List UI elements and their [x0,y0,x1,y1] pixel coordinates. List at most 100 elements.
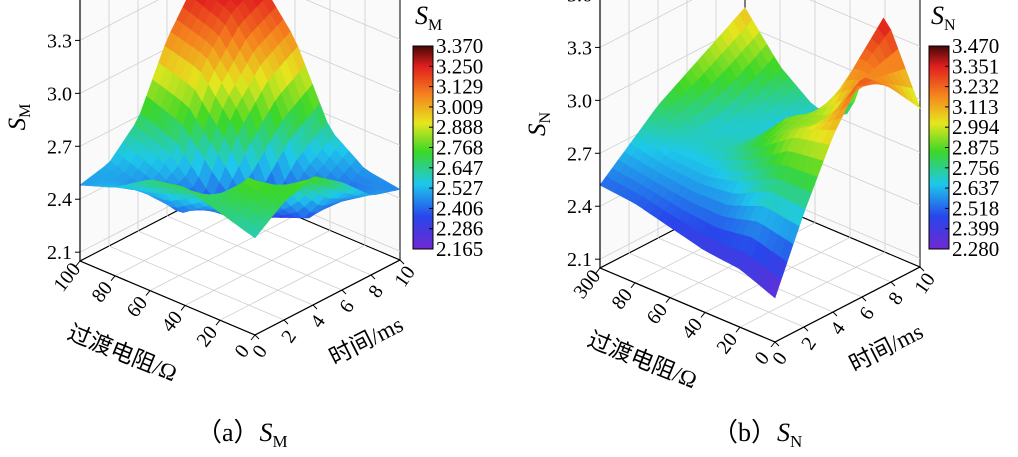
caption-b-symbol: S [777,418,791,447]
caption-a: （a）SM [196,412,288,452]
sn-colorbar: 3.4703.3513.2323.1132.9942.8752.7562.637… [928,1,1000,261]
sn-x-axis [599,267,776,343]
sm-colorbar-tick-label: 2.527 [436,176,483,200]
sm-x-tick [180,305,186,311]
sm-colorbar-title-subscript: M [428,17,442,34]
sn-z-tick-label: 3.0 [567,90,592,112]
sn-y-tick-label: 6 [855,303,879,324]
sn-surface [599,7,921,299]
sn-z-tick-label: 3.6 [567,0,592,6]
sm-z-tick-label: 2.4 [47,189,72,211]
caption-a-label: （a） [196,418,260,447]
sm-y-tick [312,304,318,310]
sm-x-tick [110,275,116,282]
sn-z-tick-label: 3.3 [567,37,592,59]
sm-axis-lines [79,0,401,336]
sn-colorbar-title-subscript: N [944,17,956,34]
sm-surface-patch [247,224,262,239]
sm-x-tick-label: 40 [157,307,187,336]
sm-colorbar-tick-label: 3.009 [436,95,483,119]
caption-a-symbol: S [259,418,273,447]
caption-b: （b）SN [712,412,802,452]
sm-y-tick-label: 4 [306,311,330,332]
sm-z-tick-label: 2.7 [47,136,72,158]
sm-x-axis-title: 过渡电阻/Ω [64,320,180,386]
sm-y-tick [399,259,405,265]
sm-surface [79,0,401,239]
sm-z-axis-subscript: M [17,104,34,118]
sm-z-tick-label: 3.0 [47,83,72,105]
surface-plot-sn: 02040608030002468102.12.42.73.03.33.6过渡电… [524,0,1000,393]
sn-z-tick-label: 2.7 [567,143,592,165]
sn-colorbar-tick-label: 2.756 [952,156,999,180]
sn-z-axis-subscript: N [537,112,554,124]
sn-colorbar-tick-label: 3.232 [952,75,999,99]
sn-z-tick-label: 2.4 [567,196,592,218]
sn-y-tick-label: 4 [826,318,850,339]
sn-grid-x-floor [739,251,886,328]
sn-surface-patch [767,274,782,299]
sn-z-axis-symbol: S [524,123,551,136]
sn-y-axis-title: 时间/ms [845,319,927,377]
sm-x-tick-label: 20 [192,322,222,351]
sn-x-tick-label: 80 [607,284,637,313]
sn-axis-lines [599,0,921,343]
caption-b-label: （b） [712,418,778,447]
sn-colorbar-tick-label: 2.637 [952,176,999,200]
sm-z-tick-label: 3.3 [47,30,72,52]
sm-colorbar-tick-label: 2.165 [436,237,483,261]
sm-grid-y-floor [108,245,285,321]
sm-y-tick-label: 10 [390,262,419,291]
sn-y-tick [890,281,896,287]
sn-y-axis [774,266,921,343]
sn-colorbar-tick-label: 2.994 [952,115,1000,139]
sm-y-tick [254,334,260,340]
sm-colorbar-title-symbol: S [415,1,428,30]
caption-a-subscript: M [272,432,288,452]
sm-colorbar-tick-label: 2.888 [436,115,483,139]
sn-y-tick [861,296,867,302]
sn-colorbar-tick-label: 2.280 [952,237,999,261]
sm-x-tick [145,290,151,296]
sn-y-tick-label: 2 [797,333,821,354]
sm-y-tick-label: 8 [364,281,388,302]
sm-x-tick [215,319,221,326]
sn-x-tick-label: 60 [642,299,672,328]
sm-y-tick [341,289,347,295]
sm-x-tick [250,334,256,341]
sn-y-tick [832,311,838,317]
sn-x-tick [735,326,741,333]
sn-x-tick [770,341,776,348]
sn-y-tick-label: 8 [884,288,908,309]
sm-grid-y-floor [137,230,314,306]
sn-y-tick [803,326,809,332]
sm-grid-x-floor [149,215,296,291]
sn-x-tick [665,297,671,303]
sm-x-tick-label: 60 [122,292,152,321]
sm-colorbar-tick-label: 3.370 [436,34,483,58]
sn-x-tick-label: 300 [569,266,605,303]
sm-colorbar-tick-label: 2.647 [436,156,483,180]
sn-z-axis-title: SN [524,112,554,137]
sn-x-tick [630,282,636,289]
sn-x-tick [595,267,601,274]
sm-colorbar: 3.3703.2503.1293.0092.8882.7682.6472.527… [412,1,483,261]
sn-colorbar-tick-label: 3.351 [952,54,999,78]
sn-grid-y-floor [657,237,834,313]
sn-x-tick-label: 20 [712,329,742,358]
sn-colorbar-tick-label: 2.875 [952,136,999,160]
sm-y-tick-label: 0 [248,341,272,362]
sm-y-tick-label: 2 [277,326,301,347]
sm-colorbar-tick-label: 2.286 [436,217,483,241]
sm-y-tick [283,319,289,325]
sm-x-tick [75,260,81,267]
sn-y-tick-label: 10 [910,269,939,298]
caption-b-subscript: N [790,432,803,452]
sm-grid-z [79,0,401,41]
sm-y-tick-label: 6 [335,296,359,317]
sm-y-axis [254,259,401,336]
sn-y-tick [774,341,780,347]
sn-colorbar-tick-label: 3.113 [952,95,998,119]
sm-colorbar-tick-label: 3.250 [436,54,483,78]
